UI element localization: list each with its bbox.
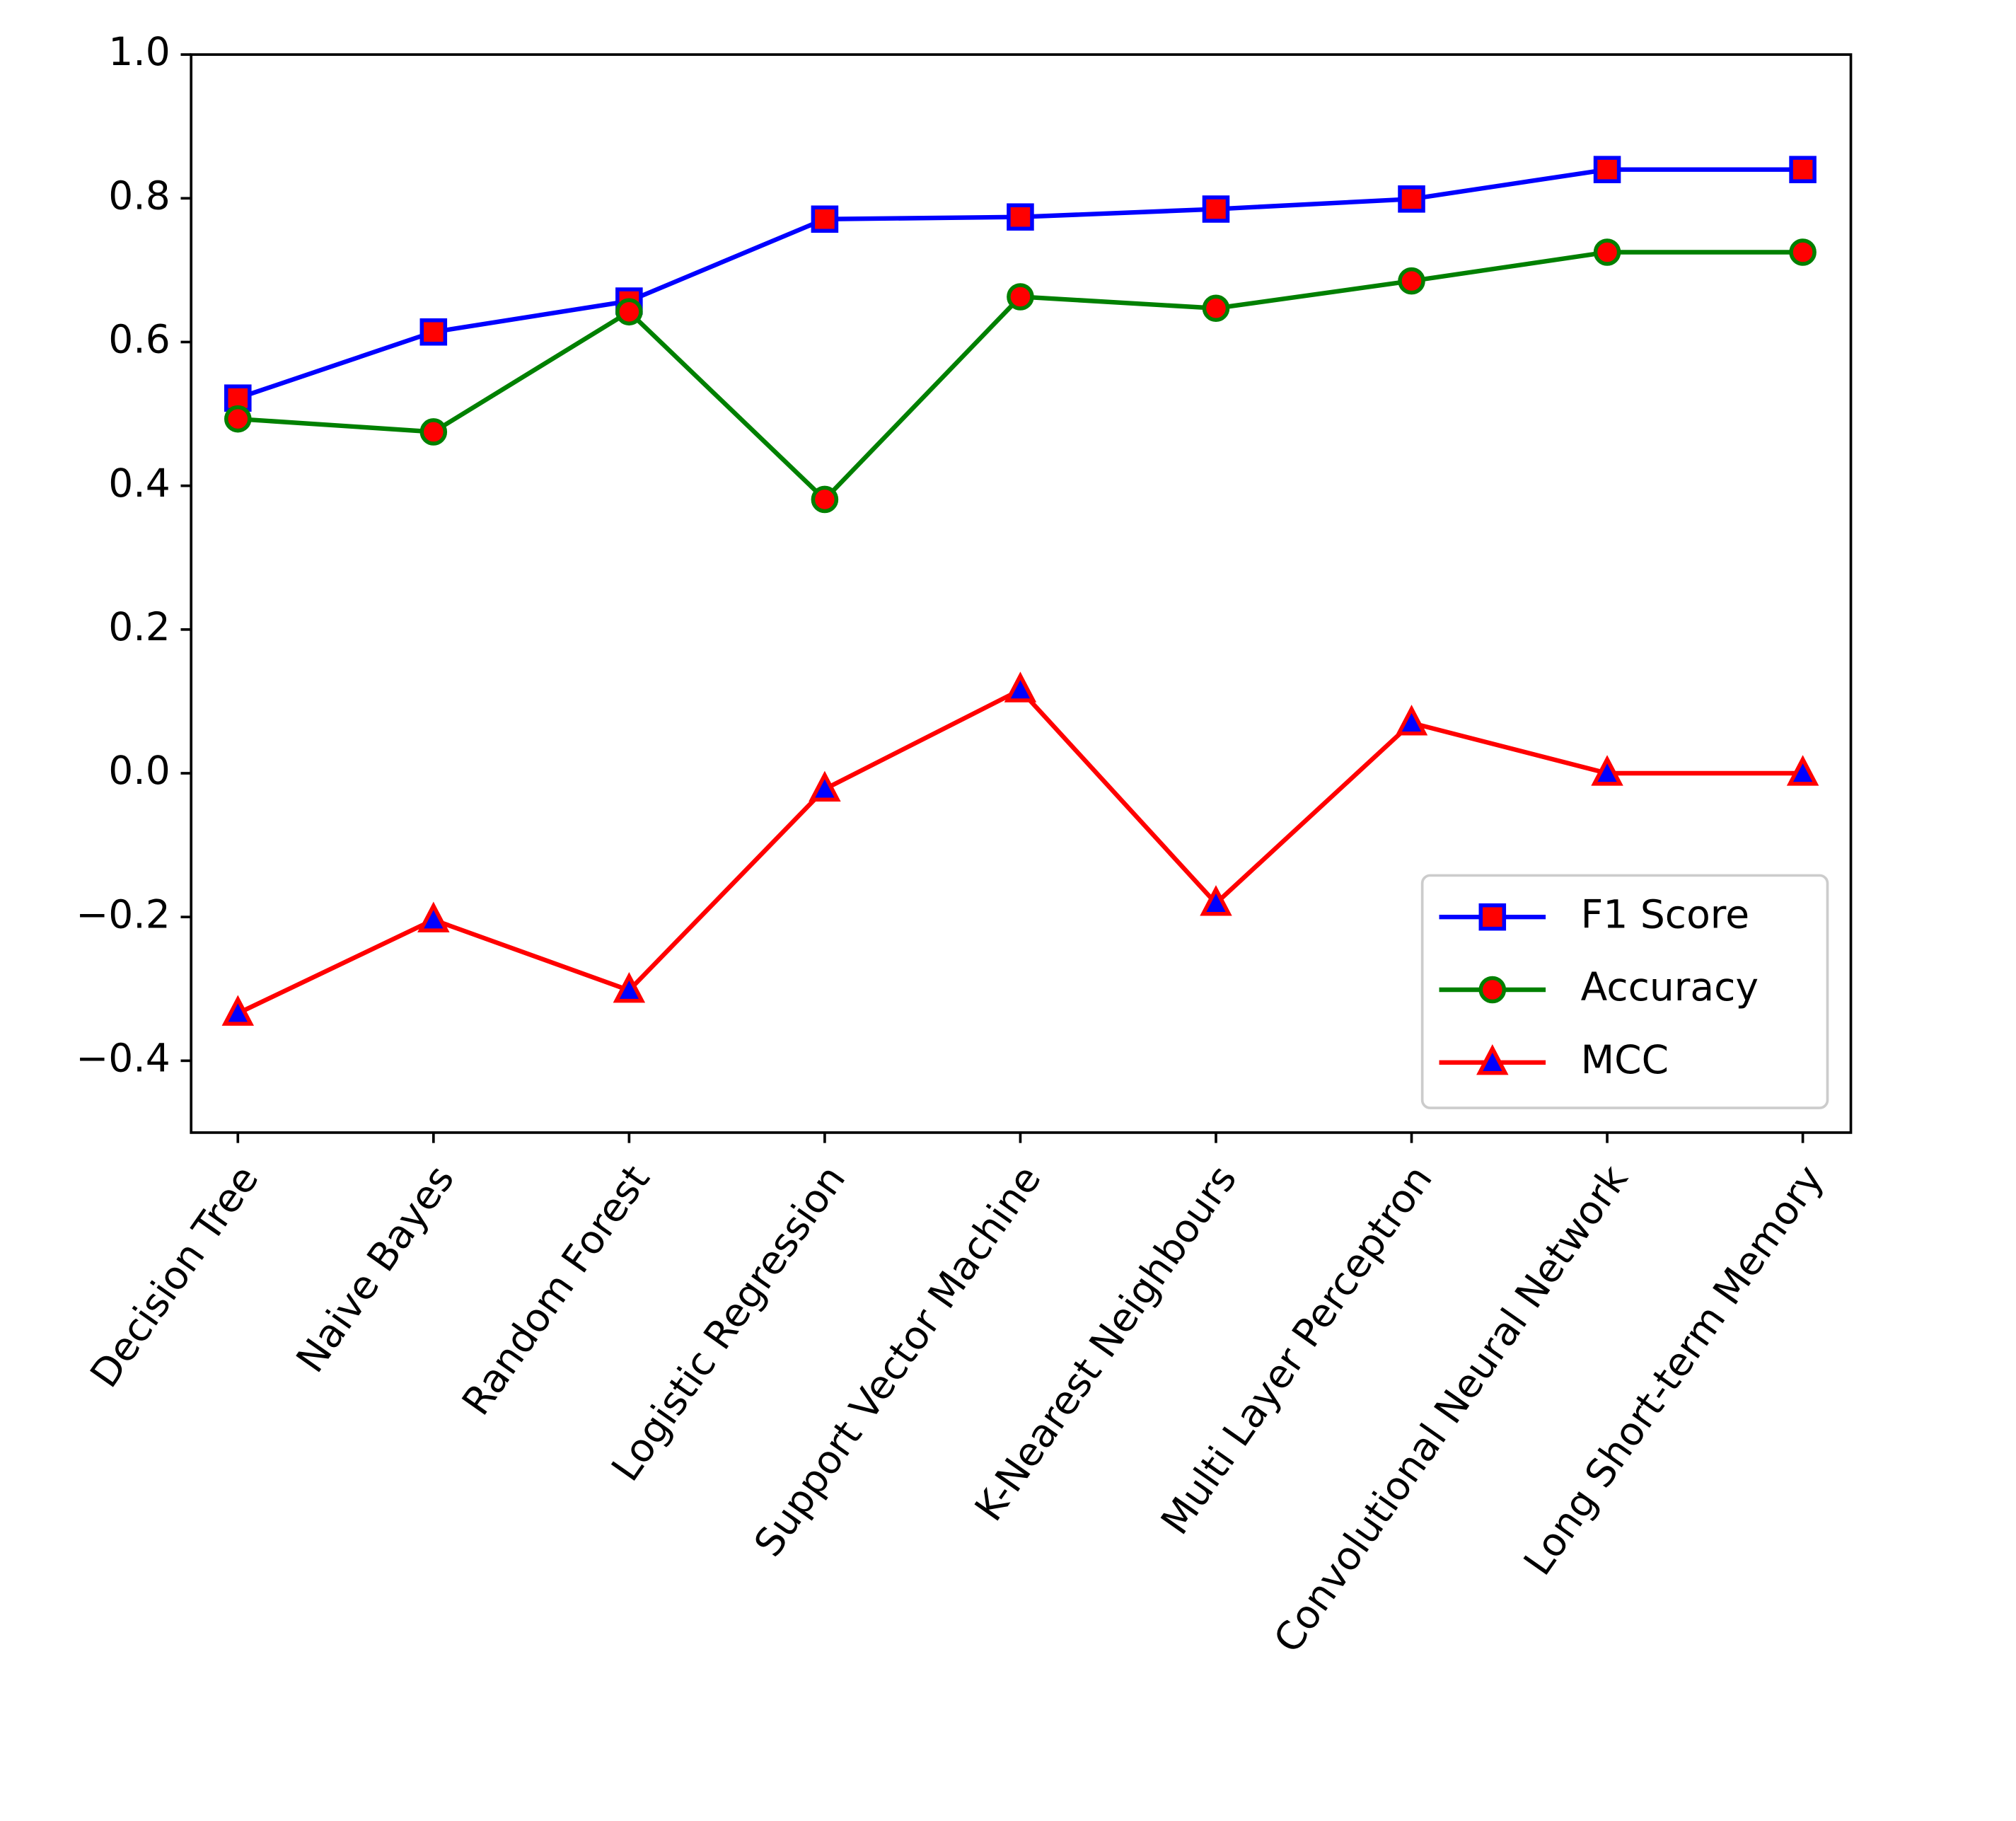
marker	[417, 901, 450, 932]
marker	[1007, 203, 1034, 231]
y-tick-label: 0.4	[108, 461, 170, 506]
marker	[221, 995, 255, 1026]
legend: F1 Score Accuracy MCC	[1420, 874, 1829, 1109]
marker	[419, 318, 448, 346]
y-tick-label: 1.0	[108, 29, 170, 74]
series	[224, 238, 1817, 514]
plot-frame	[190, 53, 1853, 1134]
marker	[1786, 755, 1819, 786]
legend-label: Accuracy	[1581, 964, 1759, 1010]
marker	[1202, 195, 1230, 223]
marker	[809, 770, 841, 802]
legend-marker	[1476, 1044, 1509, 1075]
marker	[1395, 705, 1428, 736]
marker	[1593, 156, 1621, 183]
y-tick-label: 0.0	[108, 748, 170, 793]
marker	[1200, 885, 1232, 916]
legend-marker	[1478, 976, 1507, 1004]
marker	[811, 205, 839, 233]
marker	[1789, 156, 1817, 183]
marker	[615, 298, 643, 326]
marker	[1004, 671, 1037, 703]
marker	[811, 485, 839, 514]
marker	[224, 405, 252, 433]
legend-box	[1420, 874, 1829, 1109]
series	[221, 671, 1819, 1026]
marker	[1398, 185, 1425, 213]
y-tick-label: −0.2	[76, 891, 170, 937]
series	[224, 156, 1817, 412]
y-tick-label: 0.6	[108, 317, 170, 362]
marker	[1202, 294, 1230, 322]
legend-marker	[1478, 903, 1507, 931]
legend-label: F1 Score	[1581, 891, 1749, 937]
y-tick-label: 0.2	[108, 604, 170, 649]
marker	[1007, 283, 1034, 311]
marker	[1591, 755, 1623, 786]
marker	[1398, 267, 1425, 295]
legend-label: MCC	[1581, 1037, 1669, 1082]
marker	[1789, 238, 1817, 266]
y-tick-label: −0.4	[76, 1035, 170, 1080]
y-tick-label: 0.8	[108, 173, 170, 218]
marker	[613, 972, 646, 1003]
marker	[419, 418, 448, 446]
marker	[1593, 238, 1621, 266]
